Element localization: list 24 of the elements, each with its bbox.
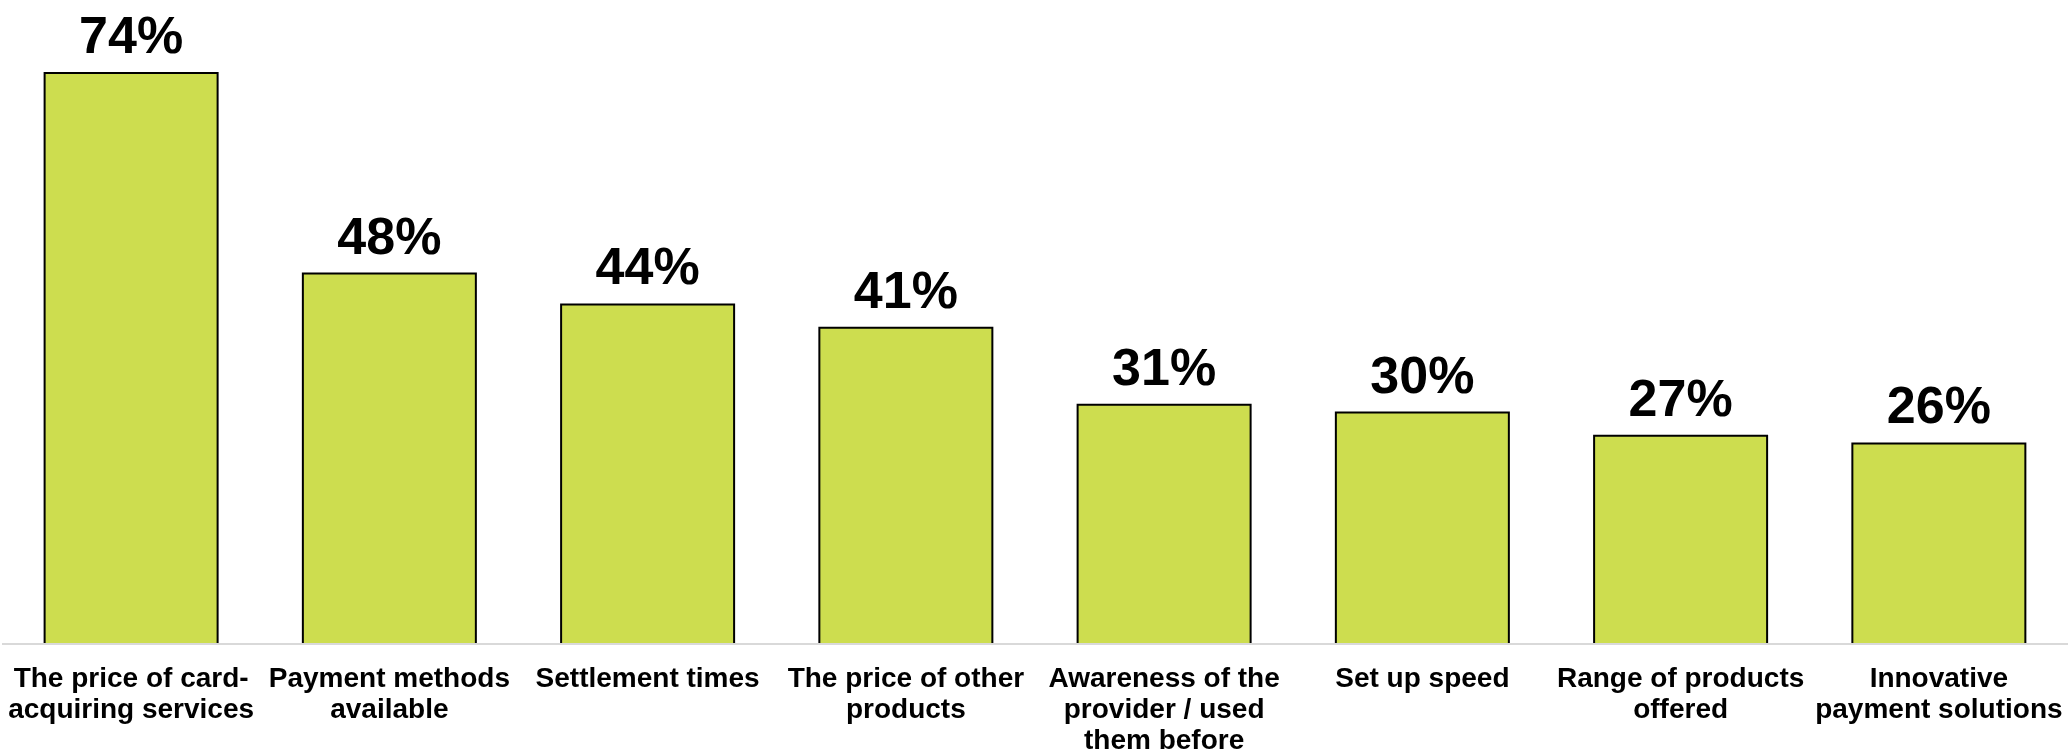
bar: [43, 72, 219, 645]
bar: [1076, 403, 1252, 645]
bar: [560, 303, 736, 645]
x-tick-label: Set up speed: [1335, 662, 1510, 693]
x-tick-label: Awareness of the provider / used them before: [1048, 662, 1280, 755]
bar: [1851, 442, 2027, 645]
x-tick-label: Settlement times: [535, 662, 760, 693]
data-label: 74%: [79, 6, 184, 64]
x-tick-label: Range of products offered: [1556, 662, 1805, 724]
data-label: 30%: [1370, 345, 1475, 404]
bar: [1334, 411, 1510, 645]
data-label: 31%: [1112, 337, 1217, 396]
x-tick-label: Payment methods available: [268, 662, 510, 724]
data-label: 48%: [337, 206, 442, 265]
bar: [818, 326, 994, 645]
x-tick-label: The price of card-acquiring services: [8, 662, 255, 724]
x-tick-label: The price of other products: [787, 662, 1025, 724]
data-label: 26%: [1886, 376, 1991, 435]
bar: [301, 272, 477, 645]
bar: [1593, 434, 1769, 645]
x-tick-label: Innovative payment solutions: [1815, 662, 2063, 724]
data-label: 41%: [853, 260, 958, 319]
data-label: 44%: [595, 237, 700, 296]
data-label: 27%: [1628, 368, 1733, 427]
